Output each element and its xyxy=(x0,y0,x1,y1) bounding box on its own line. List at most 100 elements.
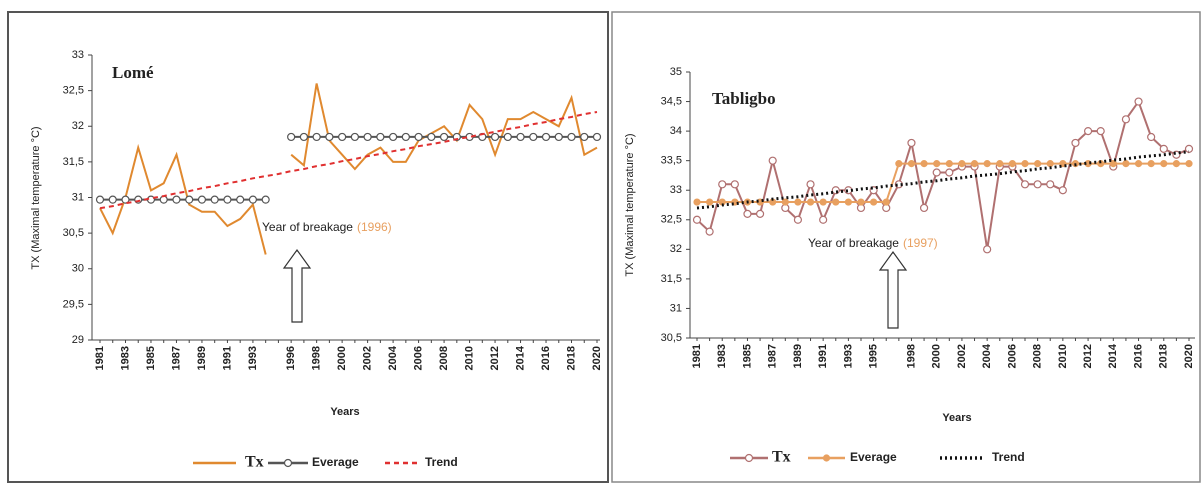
marker xyxy=(706,198,714,206)
marker xyxy=(185,195,194,204)
x-tick-label: 1989 xyxy=(196,346,208,370)
marker xyxy=(1159,144,1168,153)
x-tick-label: 1987 xyxy=(767,344,779,368)
x-tick-label: 2010 xyxy=(1057,344,1069,368)
marker xyxy=(236,195,245,204)
y-tick-label: 31,5 xyxy=(63,156,84,168)
marker xyxy=(832,198,840,206)
x-tick-label: 2004 xyxy=(387,345,399,370)
x-tick-label: 1995 xyxy=(868,344,880,368)
marker xyxy=(592,132,602,142)
legend-marker xyxy=(283,458,293,468)
annotation-year: (1996) xyxy=(357,220,392,234)
x-tick-label: 2018 xyxy=(565,346,577,370)
y-tick-label: 29 xyxy=(72,334,84,346)
x-tick-label: 1985 xyxy=(741,344,753,368)
legend-label: Trend xyxy=(992,450,1025,464)
marker xyxy=(1172,160,1180,168)
marker xyxy=(819,198,827,206)
x-tick-label: 1983 xyxy=(119,346,131,370)
legend-label: Everage xyxy=(850,450,897,464)
marker xyxy=(945,160,953,168)
legend-label: Tx xyxy=(245,454,264,471)
marker xyxy=(1122,160,1130,168)
marker xyxy=(983,160,991,168)
x-tick-label: 1991 xyxy=(817,344,829,368)
marker xyxy=(1021,160,1029,168)
marker xyxy=(287,132,296,142)
marker xyxy=(1071,138,1080,148)
arrow xyxy=(282,248,312,323)
series-line xyxy=(99,83,598,255)
marker xyxy=(958,160,966,168)
marker xyxy=(806,198,815,206)
x-tick-label: 1996 xyxy=(285,346,297,370)
marker xyxy=(907,138,916,148)
marker xyxy=(503,132,512,142)
annotation: Year of breakage xyxy=(262,220,353,234)
marker xyxy=(970,160,979,168)
marker xyxy=(945,168,954,177)
legend-label: Everage xyxy=(312,455,359,469)
marker xyxy=(1046,180,1055,189)
marker xyxy=(831,186,840,195)
marker xyxy=(1184,144,1194,153)
marker xyxy=(95,195,105,204)
marker xyxy=(895,160,903,168)
series-line xyxy=(696,99,1190,250)
series-line xyxy=(697,162,1189,203)
marker xyxy=(223,195,232,204)
marker xyxy=(1034,160,1042,168)
x-tick-label: 2020 xyxy=(1183,344,1195,368)
x-tick-label: 2006 xyxy=(1006,344,1018,368)
marker xyxy=(1185,160,1193,168)
y-tick-label: 33,5 xyxy=(661,155,682,167)
y-tick-label: 32 xyxy=(670,243,682,255)
marker xyxy=(907,160,916,168)
marker xyxy=(718,180,727,189)
marker xyxy=(983,245,992,254)
marker xyxy=(490,132,500,142)
x-tick-label: 2012 xyxy=(1082,344,1094,368)
marker xyxy=(870,198,878,206)
y-tick-label: 31 xyxy=(72,191,84,203)
marker xyxy=(159,195,168,204)
x-tick-label: 2008 xyxy=(1032,344,1044,368)
marker xyxy=(567,132,576,142)
marker xyxy=(1109,160,1117,168)
marker xyxy=(1046,160,1054,168)
marker xyxy=(794,198,802,206)
y-tick-label: 32,5 xyxy=(63,85,84,97)
marker xyxy=(172,195,181,204)
y-tick-label: 34,5 xyxy=(661,95,682,107)
annotation: Year of breakage xyxy=(808,236,899,250)
marker xyxy=(121,195,130,204)
marker xyxy=(692,215,702,224)
marker xyxy=(516,132,525,142)
x-tick-label: 2002 xyxy=(362,346,374,370)
marker xyxy=(197,195,207,204)
marker xyxy=(933,160,941,168)
chart-title: Tabligbo xyxy=(712,89,776,108)
marker xyxy=(363,132,372,142)
y-tick-label: 34 xyxy=(670,125,682,137)
y-tick-label: 31,5 xyxy=(661,273,682,285)
x-tick-label: 2014 xyxy=(1107,343,1119,368)
y-tick-label: 31 xyxy=(670,302,682,314)
x-axis-label: Years xyxy=(330,406,359,418)
y-tick-label: 32,5 xyxy=(661,214,682,226)
marker xyxy=(299,132,308,142)
marker xyxy=(768,156,777,165)
y-tick-label: 29,5 xyxy=(63,298,84,310)
marker xyxy=(932,168,941,177)
marker xyxy=(919,203,929,213)
marker xyxy=(1160,160,1168,168)
marker xyxy=(1096,127,1105,136)
x-tick-label: 1981 xyxy=(691,344,703,368)
marker xyxy=(554,132,563,142)
marker xyxy=(580,132,589,142)
y-tick-label: 30,5 xyxy=(63,227,84,239)
annotation-year: (1997) xyxy=(903,236,938,250)
marker xyxy=(1020,180,1030,189)
